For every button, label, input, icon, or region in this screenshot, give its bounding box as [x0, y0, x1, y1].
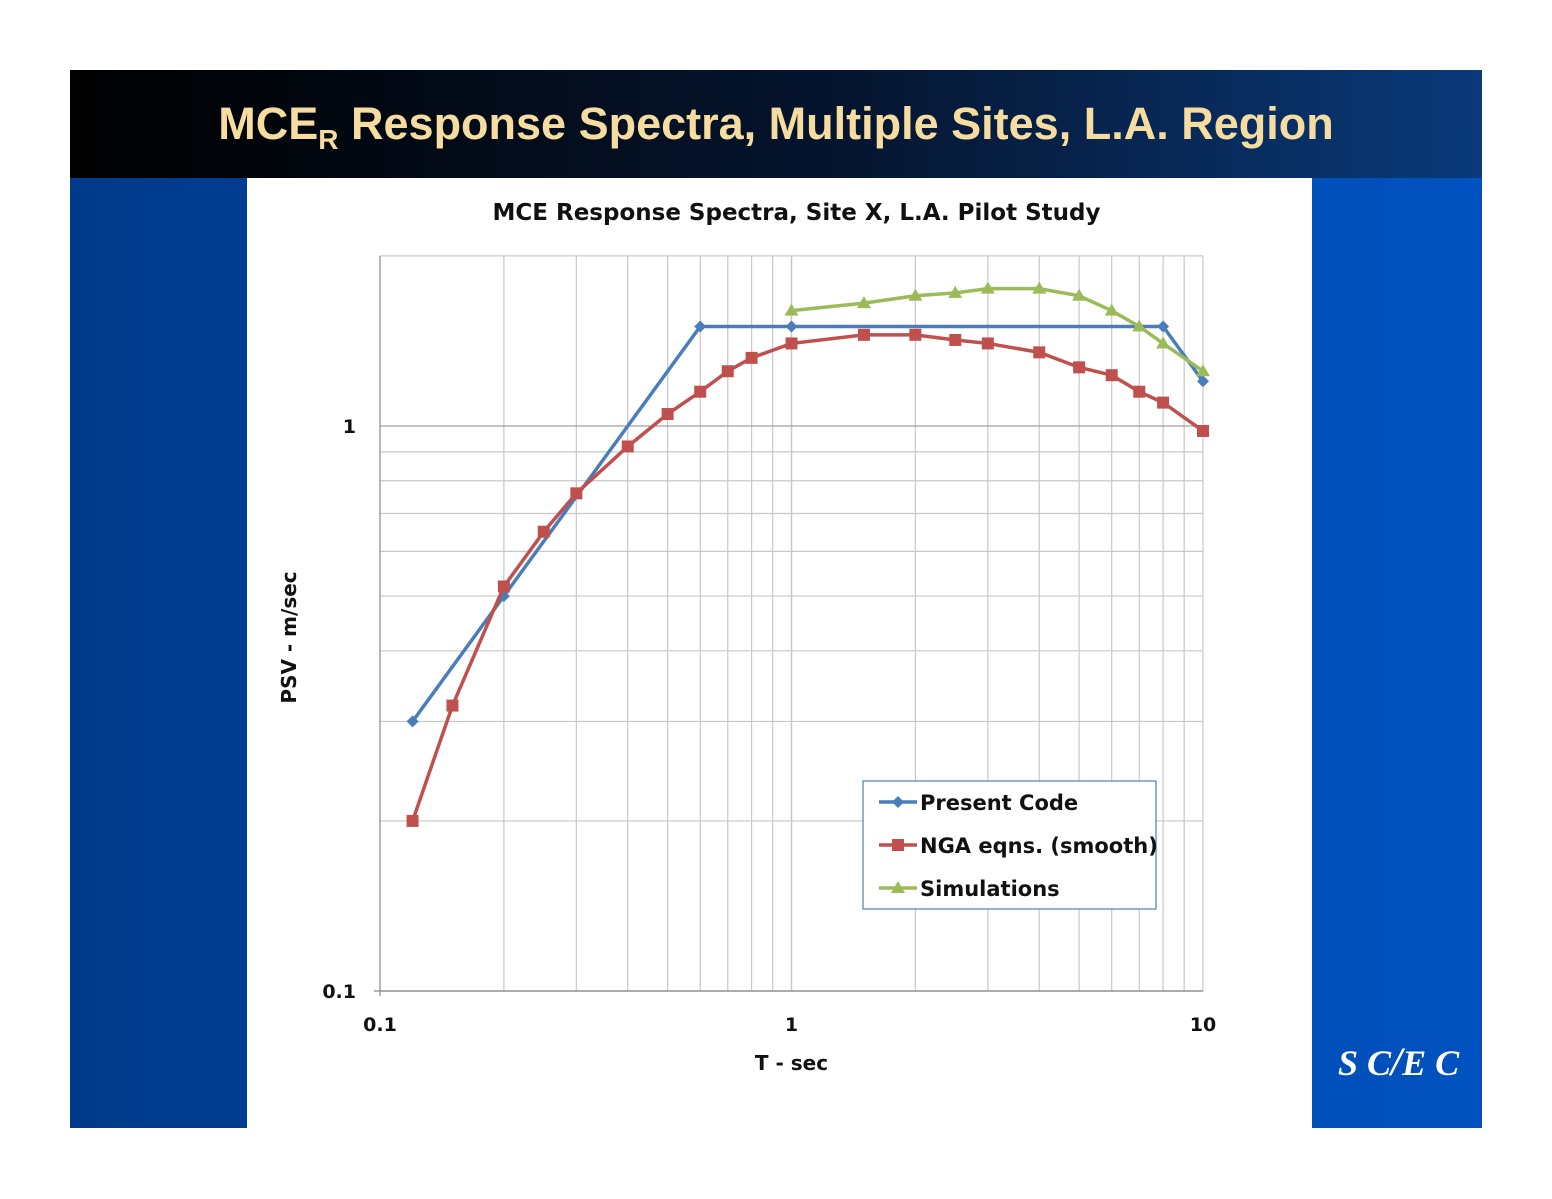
data-point: [980, 281, 995, 294]
series-simulations: [784, 281, 1210, 377]
data-point: [857, 328, 870, 341]
data-point: [537, 525, 550, 538]
data-point: [1156, 336, 1171, 349]
legend-marker: [892, 796, 904, 808]
data-point: [745, 351, 758, 364]
data-point: [981, 337, 994, 350]
data-point: [570, 487, 583, 500]
legend: Present Code NGA eqns. (smooth) Simulation…: [862, 780, 1158, 910]
title-main: MCE: [218, 98, 319, 149]
series-present-code: [406, 320, 1209, 728]
data-point: [1104, 303, 1119, 316]
x-tick-label: 10: [1190, 1014, 1216, 1036]
data-point: [949, 333, 962, 346]
data-point: [1072, 288, 1087, 301]
data-point: [694, 385, 707, 398]
data-point: [1073, 361, 1086, 374]
legend-marker: [891, 881, 905, 893]
data-point: [785, 320, 798, 333]
legend-label: Simulations: [920, 877, 1060, 901]
data-point: [621, 440, 634, 453]
data-point: [497, 580, 510, 593]
y-tick-label: 0.1: [322, 981, 356, 1003]
series-line: [411, 324, 1205, 723]
x-axis-label: T - sec: [755, 1051, 828, 1075]
data-point: [1197, 375, 1209, 388]
data-point: [908, 288, 923, 301]
data-point: [1196, 364, 1210, 377]
slide-header: MCER Response Spectra, Multiple Sites, L…: [70, 70, 1482, 178]
legend-marker: [892, 839, 904, 851]
data-point: [1157, 396, 1170, 409]
slide: MCER Response Spectra, Multiple Sites, L…: [70, 70, 1482, 1128]
x-tick-label: 0.1: [363, 1014, 397, 1036]
data-point: [406, 715, 419, 728]
series-line: [410, 333, 1205, 822]
data-point: [784, 303, 799, 316]
slide-title: MCER Response Spectra, Multiple Sites, L…: [70, 98, 1482, 156]
data-point: [785, 337, 798, 350]
scec-logo: S C/E C: [1338, 1039, 1460, 1084]
series-nga-eqns-smooth: [406, 328, 1209, 827]
data-point: [406, 814, 419, 827]
data-point: [856, 296, 871, 309]
chart-title: MCE Response Spectra, Site X, L.A. Pilot…: [493, 200, 1101, 226]
data-point: [909, 328, 922, 341]
y-axis-label: PSV - m/sec: [277, 571, 301, 703]
y-tick-label: 1: [343, 416, 356, 438]
data-point: [1197, 424, 1209, 437]
data-point: [694, 320, 707, 333]
chart-panel: 0.1 1 10 0.1 1 MCE Response Spectra, Site X, …: [247, 178, 1312, 1128]
data-point: [1133, 385, 1146, 398]
chart: 0.1 1 10 0.1 1 MCE Response Spectra, Site X, …: [277, 200, 1216, 1075]
data-point: [446, 699, 459, 712]
data-point: [721, 365, 734, 378]
legend-label: Present Code: [920, 791, 1078, 815]
legend-label: NGA eqns. (smooth): [920, 834, 1158, 858]
title-rest: Response Spectra, Multiple Sites, L.A. R…: [338, 98, 1334, 149]
data-point: [1033, 346, 1046, 359]
data-point: [661, 408, 674, 421]
x-tick-label: 1: [785, 1014, 798, 1036]
title-subscript: R: [318, 124, 339, 155]
data-point: [948, 285, 963, 298]
data-point: [1132, 319, 1147, 332]
data-point: [497, 590, 510, 603]
data-point: [1157, 320, 1170, 333]
data-point: [1105, 369, 1118, 382]
data-point: [1032, 281, 1047, 294]
